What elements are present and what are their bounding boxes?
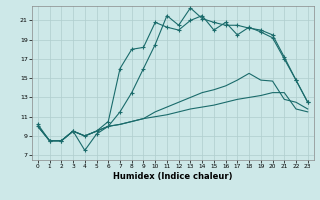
X-axis label: Humidex (Indice chaleur): Humidex (Indice chaleur) (113, 172, 233, 181)
